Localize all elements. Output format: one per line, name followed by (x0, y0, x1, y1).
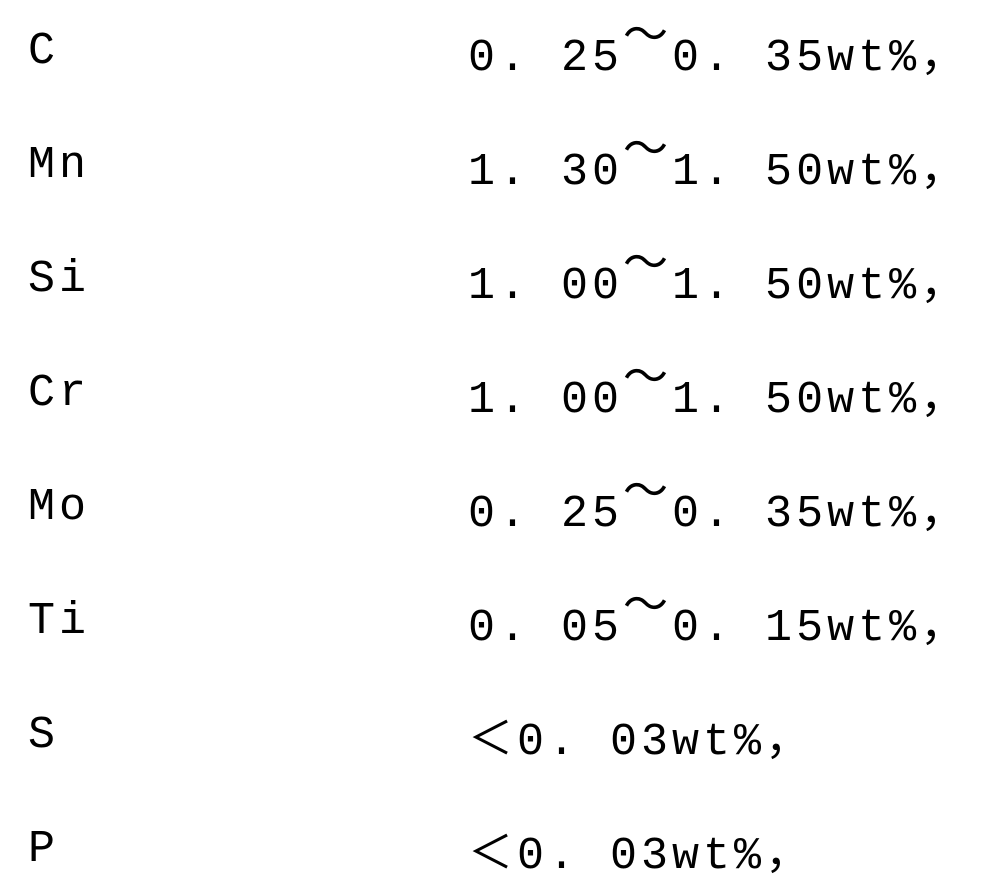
element-value: ＜0. 03wt%， (468, 816, 814, 882)
table-row: Mo 0. 25～0. 35wt%， (28, 474, 982, 540)
tilde-separator: ～ (623, 355, 672, 406)
element-value: 0. 25～0. 35wt%， (468, 18, 969, 84)
tilde-separator: ～ (623, 241, 672, 292)
element-symbol: P (28, 824, 468, 875)
table-row: Si 1. 00～1. 50wt%， (28, 246, 982, 312)
element-value: ＜0. 03wt%， (468, 702, 814, 768)
element-value: 1. 30～1. 50wt%， (468, 132, 969, 198)
tilde-separator: ～ (623, 583, 672, 634)
tilde-separator: ～ (623, 469, 672, 520)
table-row: P ＜0. 03wt%， (28, 816, 982, 882)
element-symbol: Ti (28, 596, 468, 647)
element-symbol: Cr (28, 368, 468, 419)
table-row: S ＜0. 03wt%， (28, 702, 982, 768)
table-row: Cr 1. 00～1. 50wt%， (28, 360, 982, 426)
table-row: Ti 0. 05～0. 15wt%， (28, 588, 982, 654)
element-symbol: S (28, 710, 468, 761)
composition-table: C 0. 25～0. 35wt%， Mn 1. 30～1. 50wt%， Si … (28, 18, 982, 882)
element-value: 0. 05～0. 15wt%， (468, 588, 969, 654)
tilde-separator: ～ (623, 127, 672, 178)
table-row: C 0. 25～0. 35wt%， (28, 18, 982, 84)
table-row: Mn 1. 30～1. 50wt%， (28, 132, 982, 198)
element-symbol: C (28, 26, 468, 77)
element-value: 1. 00～1. 50wt%， (468, 360, 969, 426)
tilde-separator: ～ (623, 13, 672, 64)
element-symbol: Si (28, 254, 468, 305)
element-symbol: Mo (28, 482, 468, 533)
element-value: 0. 25～0. 35wt%， (468, 474, 969, 540)
element-symbol: Mn (28, 140, 468, 191)
element-value: 1. 00～1. 50wt%， (468, 246, 969, 312)
